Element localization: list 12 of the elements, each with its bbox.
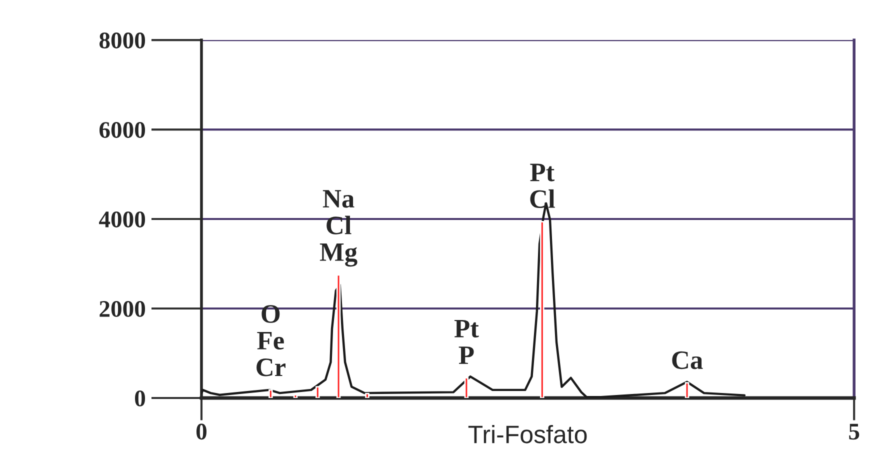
x-tick-label: 5	[849, 424, 860, 440]
annotation: Pt P	[454, 320, 479, 364]
x-axis-title: Tri-Fosfato	[468, 424, 587, 444]
y-tick-label: 2000	[100, 300, 146, 317]
y-tick-label: 8000	[99, 32, 146, 48]
annotation: Na Cl Mg	[320, 190, 358, 267]
annotation: O Fe Cr	[256, 305, 286, 376]
y-tick-label: 6000	[100, 122, 146, 138]
annotation: Ca	[672, 351, 703, 370]
y-tick-label: 4000	[99, 212, 146, 228]
y-tick-label: 0	[135, 390, 146, 406]
annotation: Pt Cl	[530, 164, 555, 208]
